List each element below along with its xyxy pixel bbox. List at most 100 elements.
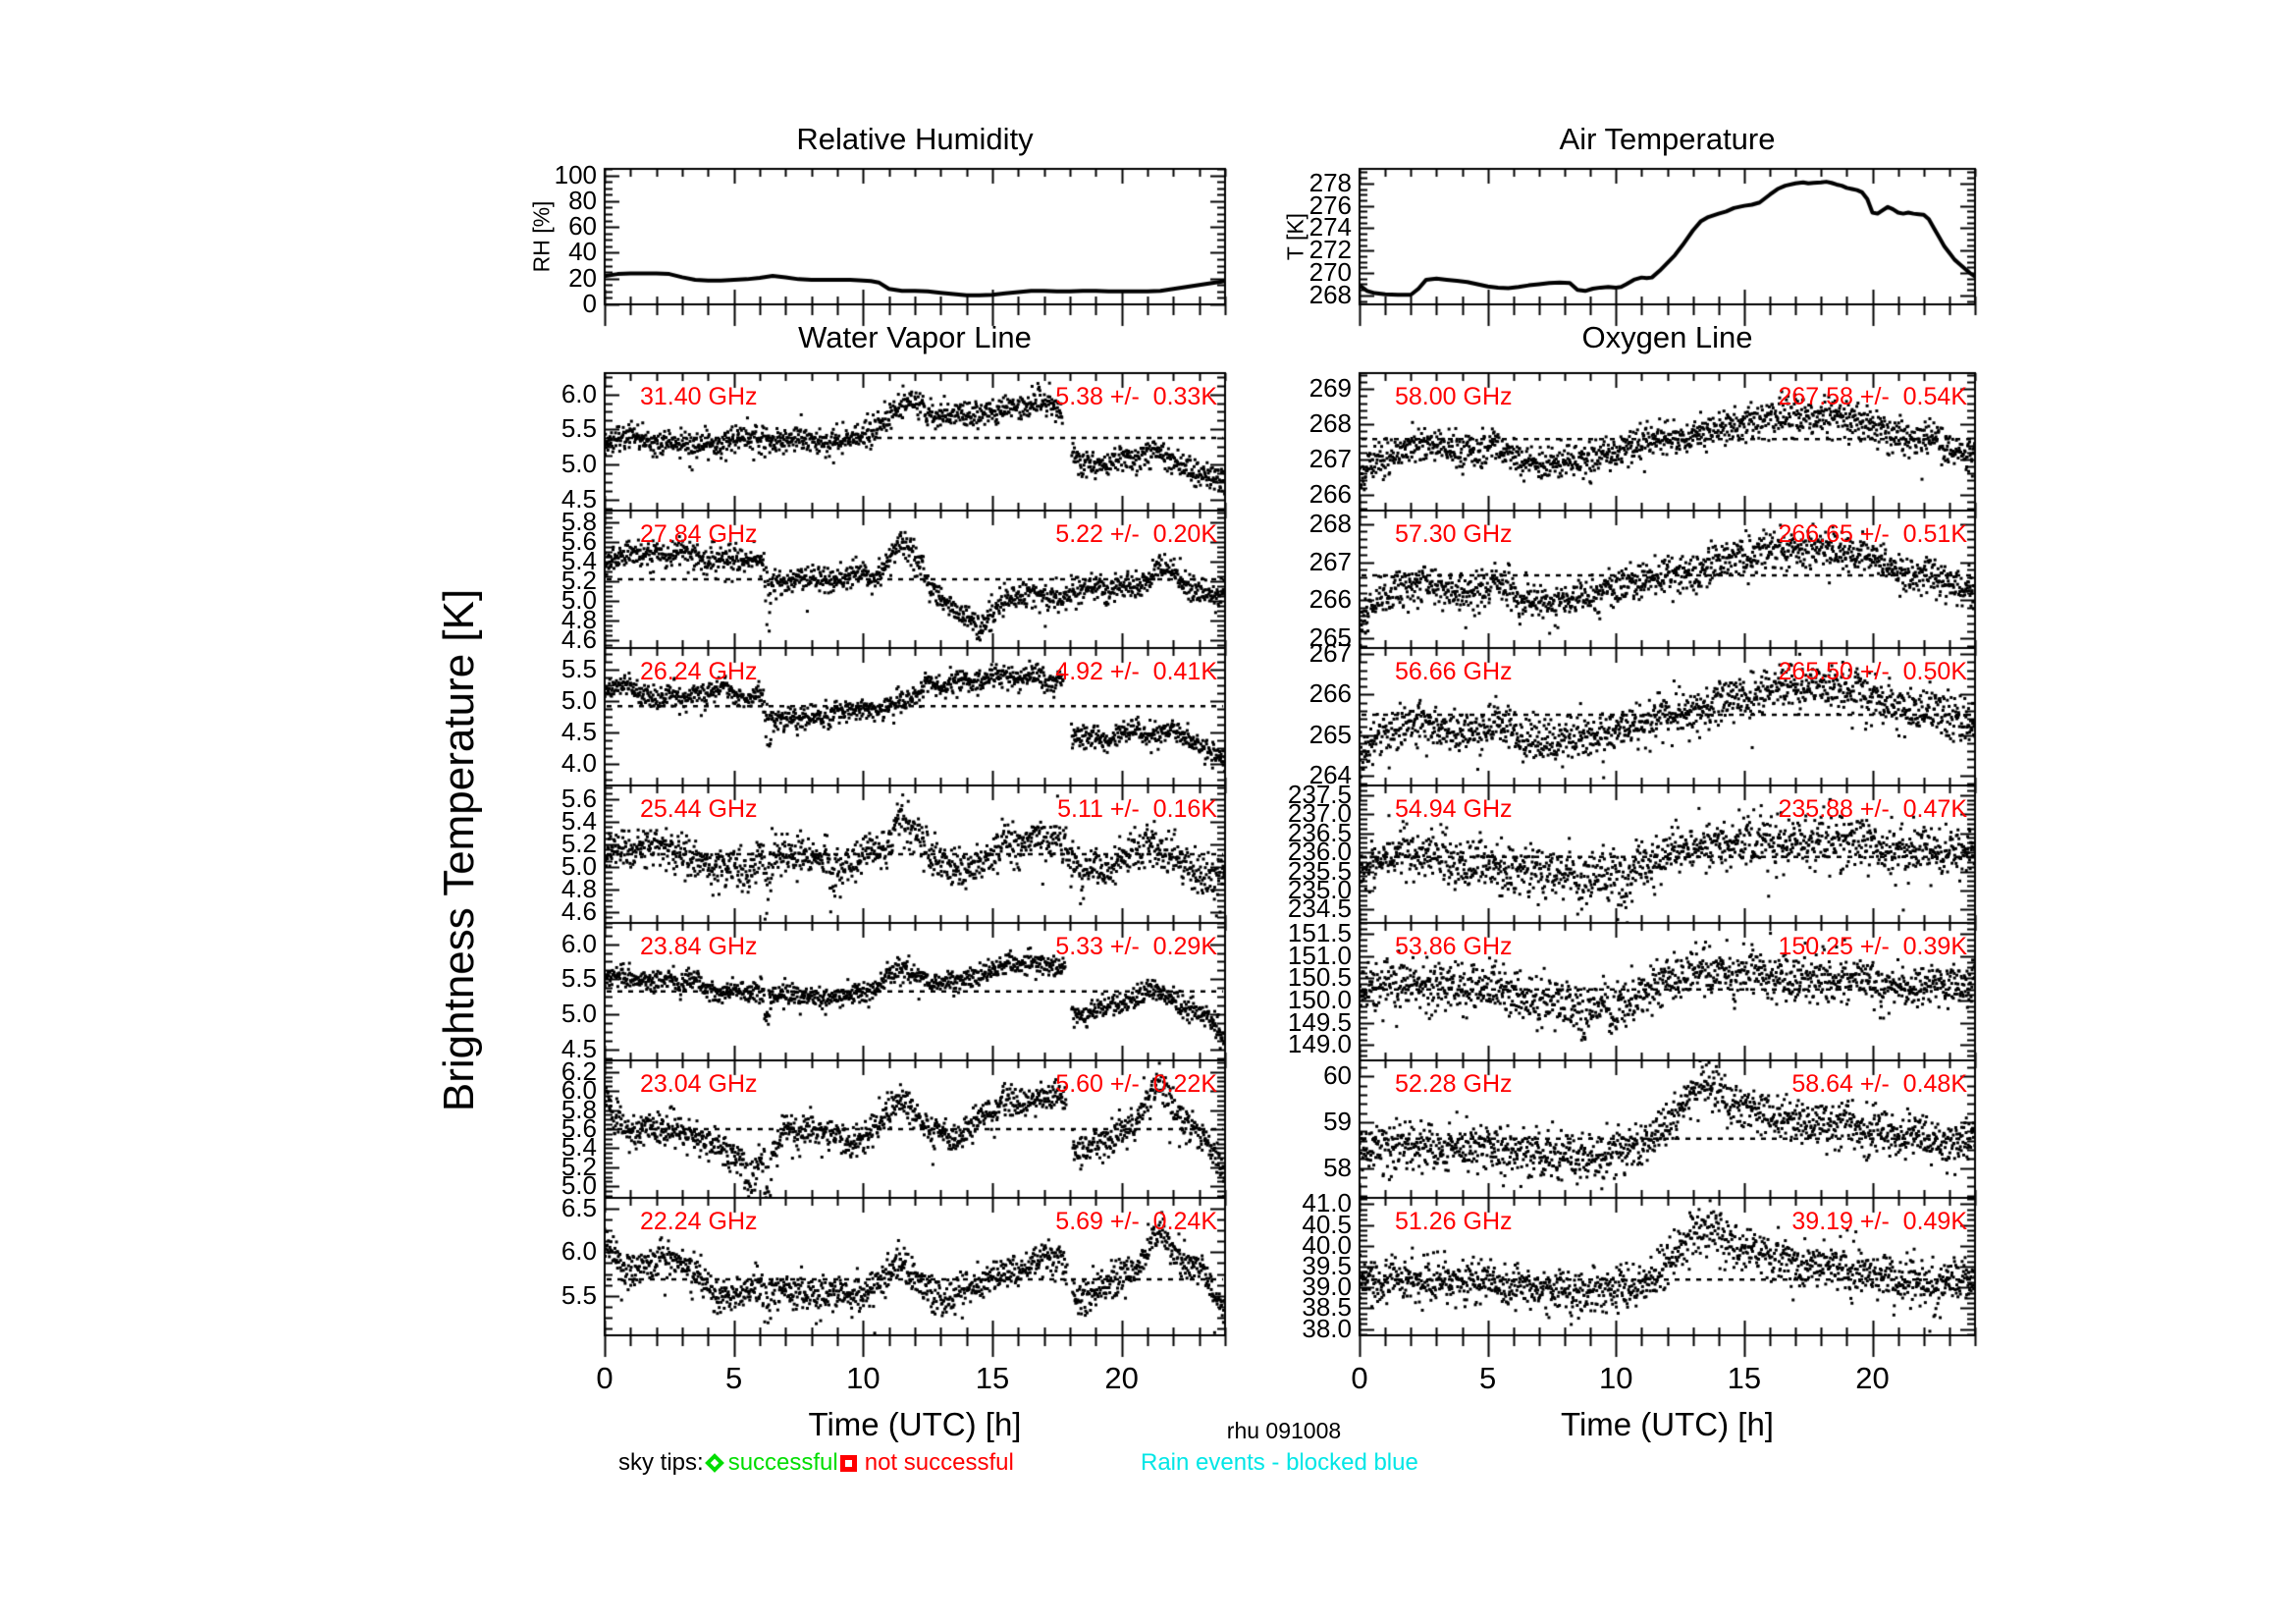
stats-label: 265.50 +/- 0.50K bbox=[1778, 658, 1967, 685]
y-tick-label: 236.0 bbox=[1287, 837, 1352, 867]
stats-label: 267.58 +/- 0.54K bbox=[1778, 383, 1967, 410]
freq-label: 31.40 GHz bbox=[640, 383, 758, 410]
y-tick-label: 5.0 bbox=[561, 449, 597, 479]
y-tick-label: 6.5 bbox=[561, 1192, 597, 1222]
freq-label: 54.94 GHz bbox=[1395, 795, 1513, 823]
y-tick-label: 6.0 bbox=[561, 378, 597, 408]
y-tick-label: 236.5 bbox=[1287, 817, 1352, 847]
y-tick-label: 5.8 bbox=[561, 1094, 597, 1124]
y-tick-label: 5.4 bbox=[561, 805, 597, 836]
not-successful-label: not successful bbox=[864, 1449, 1014, 1476]
y-tick-label: 58 bbox=[1323, 1152, 1352, 1182]
x-tick-label: 15 bbox=[975, 1361, 1010, 1395]
y-tick-label: 4.5 bbox=[561, 484, 597, 514]
y-tick-label: 265 bbox=[1308, 622, 1352, 653]
y-tick-label: 40.5 bbox=[1302, 1209, 1352, 1239]
x-tick-label: 0 bbox=[1351, 1361, 1368, 1395]
y-tick-label: 5.6 bbox=[561, 526, 597, 556]
x-tick-label: 15 bbox=[1727, 1361, 1762, 1395]
freq-label: 26.24 GHz bbox=[640, 658, 758, 685]
y-tick-label: 267 bbox=[1308, 638, 1352, 669]
y-tick-label: 40.0 bbox=[1302, 1229, 1352, 1260]
y-tick-label: 266 bbox=[1308, 678, 1352, 709]
y-tick-label: 266 bbox=[1308, 478, 1352, 509]
y-tick-label: 38.5 bbox=[1302, 1292, 1352, 1323]
y-tick-label: 39.0 bbox=[1302, 1271, 1352, 1302]
y-tick-label: 4.0 bbox=[561, 747, 597, 778]
y-tick-label: 5.0 bbox=[561, 999, 597, 1029]
x-tick-label: 5 bbox=[1479, 1361, 1497, 1395]
y-tick-label: 4.8 bbox=[561, 605, 597, 634]
y-tick-label: 5.5 bbox=[561, 1279, 597, 1310]
y-tick-label: 264 bbox=[1308, 759, 1352, 789]
y-tick-label: 274 bbox=[1308, 212, 1352, 243]
freq-label: 58.00 GHz bbox=[1395, 383, 1513, 410]
y-tick-label: 40 bbox=[568, 237, 597, 267]
rain-events-label: Rain events - blocked blue bbox=[1141, 1449, 1418, 1476]
y-tick-label: 268 bbox=[1308, 279, 1352, 309]
y-tick-label: 278 bbox=[1308, 167, 1352, 197]
y-tick-label: 6.2 bbox=[561, 1055, 597, 1086]
y-tick-label: 5.0 bbox=[561, 850, 597, 881]
y-tick-label: 276 bbox=[1308, 189, 1352, 220]
y-tick-label: 237.0 bbox=[1287, 798, 1352, 829]
y-tick-label: 5.2 bbox=[561, 566, 597, 595]
freq-label: 27.84 GHz bbox=[640, 520, 758, 548]
stats-label: 150.25 +/- 0.39K bbox=[1778, 933, 1967, 960]
x-tick-label: 5 bbox=[725, 1361, 743, 1395]
y-tick-label: 267 bbox=[1308, 546, 1352, 576]
y-tick-label: 100 bbox=[554, 159, 597, 189]
y-tick-label: 5.4 bbox=[561, 546, 597, 575]
stats-label: 5.22 +/- 0.20K bbox=[1055, 520, 1217, 548]
stats-label: 5.69 +/- 0.24K bbox=[1055, 1208, 1217, 1235]
stats-label: 5.33 +/- 0.29K bbox=[1055, 933, 1217, 960]
successful-label: successful bbox=[727, 1449, 838, 1476]
y-tick-label: 59 bbox=[1323, 1107, 1352, 1136]
y-tick-label: 6.0 bbox=[561, 1075, 597, 1106]
y-tick-label: 235.0 bbox=[1287, 874, 1352, 904]
not-successful-square-icon bbox=[839, 1454, 857, 1472]
y-tick-label: 151.5 bbox=[1287, 918, 1352, 948]
y-tick-label: 5.6 bbox=[561, 1113, 597, 1143]
panel-title-air-temperature: Air Temperature bbox=[1559, 122, 1776, 156]
y-tick-label: 5.6 bbox=[561, 783, 597, 813]
y-tick-label: 38.0 bbox=[1302, 1313, 1352, 1343]
y-tick-label: 4.6 bbox=[561, 895, 597, 926]
freq-label: 25.44 GHz bbox=[640, 795, 758, 823]
y-tick-label: 266 bbox=[1308, 584, 1352, 615]
y-tick-label: 267 bbox=[1308, 443, 1352, 473]
y-tick-label: 4.8 bbox=[561, 873, 597, 903]
sky-tips-legend: sky tips: successful not successful bbox=[618, 1449, 1014, 1477]
y-tick-label: 272 bbox=[1308, 235, 1352, 265]
y-tick-label: 5.0 bbox=[561, 685, 597, 716]
stats-label: 266.65 +/- 0.51K bbox=[1778, 520, 1967, 548]
freq-label: 22.24 GHz bbox=[640, 1208, 758, 1235]
y-tick-label: 5.8 bbox=[561, 507, 597, 536]
column-title-water-vapor-line: Water Vapor Line bbox=[798, 320, 1032, 354]
freq-label: 23.84 GHz bbox=[640, 933, 758, 960]
y-tick-label: 5.5 bbox=[561, 413, 597, 444]
y-tick-label: 265 bbox=[1308, 719, 1352, 749]
y-tick-label: 5.0 bbox=[561, 1170, 597, 1201]
stats-label: 5.11 +/- 0.16K bbox=[1057, 795, 1217, 823]
y-tick-label: 5.4 bbox=[561, 1132, 597, 1163]
x-tick-label: 10 bbox=[846, 1361, 881, 1395]
y-tick-label: 5.5 bbox=[561, 654, 597, 684]
sky-tips-label: sky tips: bbox=[618, 1449, 704, 1476]
y-tick-label: 268 bbox=[1308, 408, 1352, 439]
stats-label: 5.38 +/- 0.33K bbox=[1055, 383, 1217, 410]
stats-label: 58.64 +/- 0.48K bbox=[1791, 1070, 1967, 1098]
y-tick-label: 60 bbox=[1323, 1060, 1352, 1091]
stats-label: 5.60 +/- 0.22K bbox=[1055, 1070, 1217, 1098]
freq-label: 53.86 GHz bbox=[1395, 933, 1513, 960]
x-tick-label: 0 bbox=[596, 1361, 614, 1395]
y-tick-label: 6.0 bbox=[561, 928, 597, 958]
successful-diamond-icon bbox=[704, 1453, 724, 1473]
run-id: rhu 091008 bbox=[1226, 1418, 1342, 1443]
y-tick-label: 39.5 bbox=[1302, 1251, 1352, 1280]
y-tick-label: 0 bbox=[582, 289, 597, 318]
y-tick-label: 269 bbox=[1308, 373, 1352, 404]
x-tick-label: 10 bbox=[1599, 1361, 1633, 1395]
